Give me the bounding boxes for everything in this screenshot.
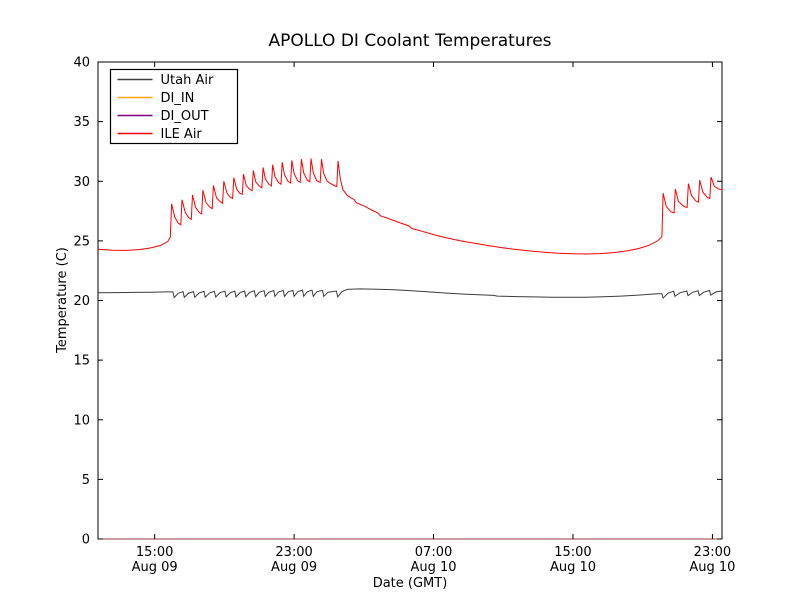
x-tick-time-label: 15:00 bbox=[554, 545, 591, 560]
x-tick-time-label: 23:00 bbox=[275, 545, 312, 560]
y-axis-label: Temperature (C) bbox=[55, 247, 70, 354]
y-tick-label: 20 bbox=[73, 294, 90, 309]
legend-label-di-out: DI_OUT bbox=[161, 109, 209, 124]
series-line-utah-air bbox=[97, 288, 723, 300]
series-line-ile-air bbox=[97, 158, 723, 255]
x-tick-time-label: 23:00 bbox=[694, 545, 731, 560]
chart-title: APOLLO DI Coolant Temperatures bbox=[268, 31, 551, 51]
x-tick-time-label: 07:00 bbox=[415, 545, 452, 560]
y-tick-label: 15 bbox=[73, 354, 90, 369]
legend-label-ile-air: ILE Air bbox=[161, 127, 203, 142]
legend-label-di-in: DI_IN bbox=[161, 91, 195, 106]
x-tick-date-label: Aug 10 bbox=[550, 560, 596, 575]
y-tick-label: 40 bbox=[73, 56, 90, 71]
y-tick-label: 0 bbox=[82, 533, 90, 548]
y-tick-label: 30 bbox=[73, 175, 90, 190]
x-axis-label: Date (GMT) bbox=[373, 576, 448, 591]
x-tick-date-label: Aug 09 bbox=[271, 560, 317, 575]
y-tick-label: 5 bbox=[82, 473, 90, 488]
legend-box bbox=[109, 68, 239, 145]
legend-label-utah-air: Utah Air bbox=[161, 73, 214, 88]
y-tick-label: 10 bbox=[73, 413, 90, 428]
y-tick-label: 35 bbox=[73, 115, 90, 130]
x-tick-date-label: Aug 09 bbox=[132, 560, 178, 575]
y-tick-label: 25 bbox=[73, 234, 90, 249]
x-tick-date-label: Aug 10 bbox=[410, 560, 456, 575]
x-tick-date-label: Aug 10 bbox=[689, 560, 735, 575]
x-tick-time-label: 15:00 bbox=[136, 545, 173, 560]
